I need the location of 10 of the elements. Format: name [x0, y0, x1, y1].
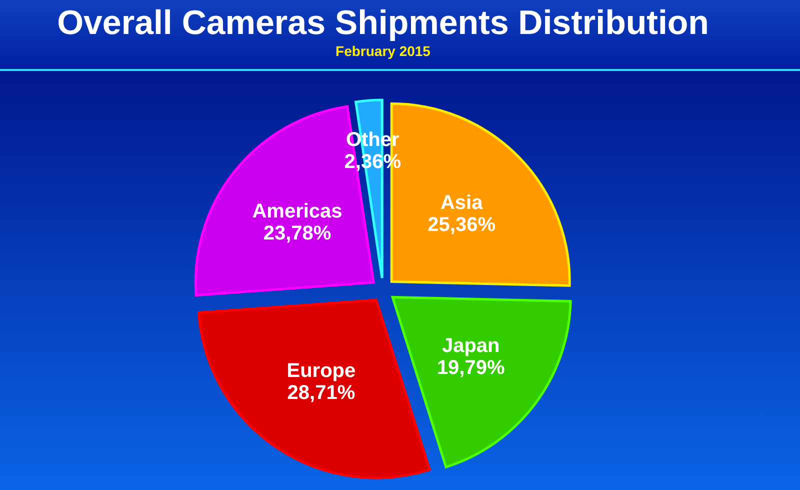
- data-label: 19,79%: [436, 357, 505, 380]
- slice-label: Japan: [442, 335, 500, 358]
- data-label: 23,78%: [263, 222, 332, 244]
- chart-title: Overall Cameras Shipments Distribution: [57, 4, 709, 42]
- slice-label: Americas: [252, 200, 342, 222]
- slice-label: Asia: [440, 192, 484, 214]
- chart-subtitle: February 2015: [336, 43, 431, 59]
- slice-label: Europe: [286, 360, 356, 382]
- data-label: 28,71%: [287, 382, 356, 404]
- data-label: 25,36%: [428, 214, 496, 236]
